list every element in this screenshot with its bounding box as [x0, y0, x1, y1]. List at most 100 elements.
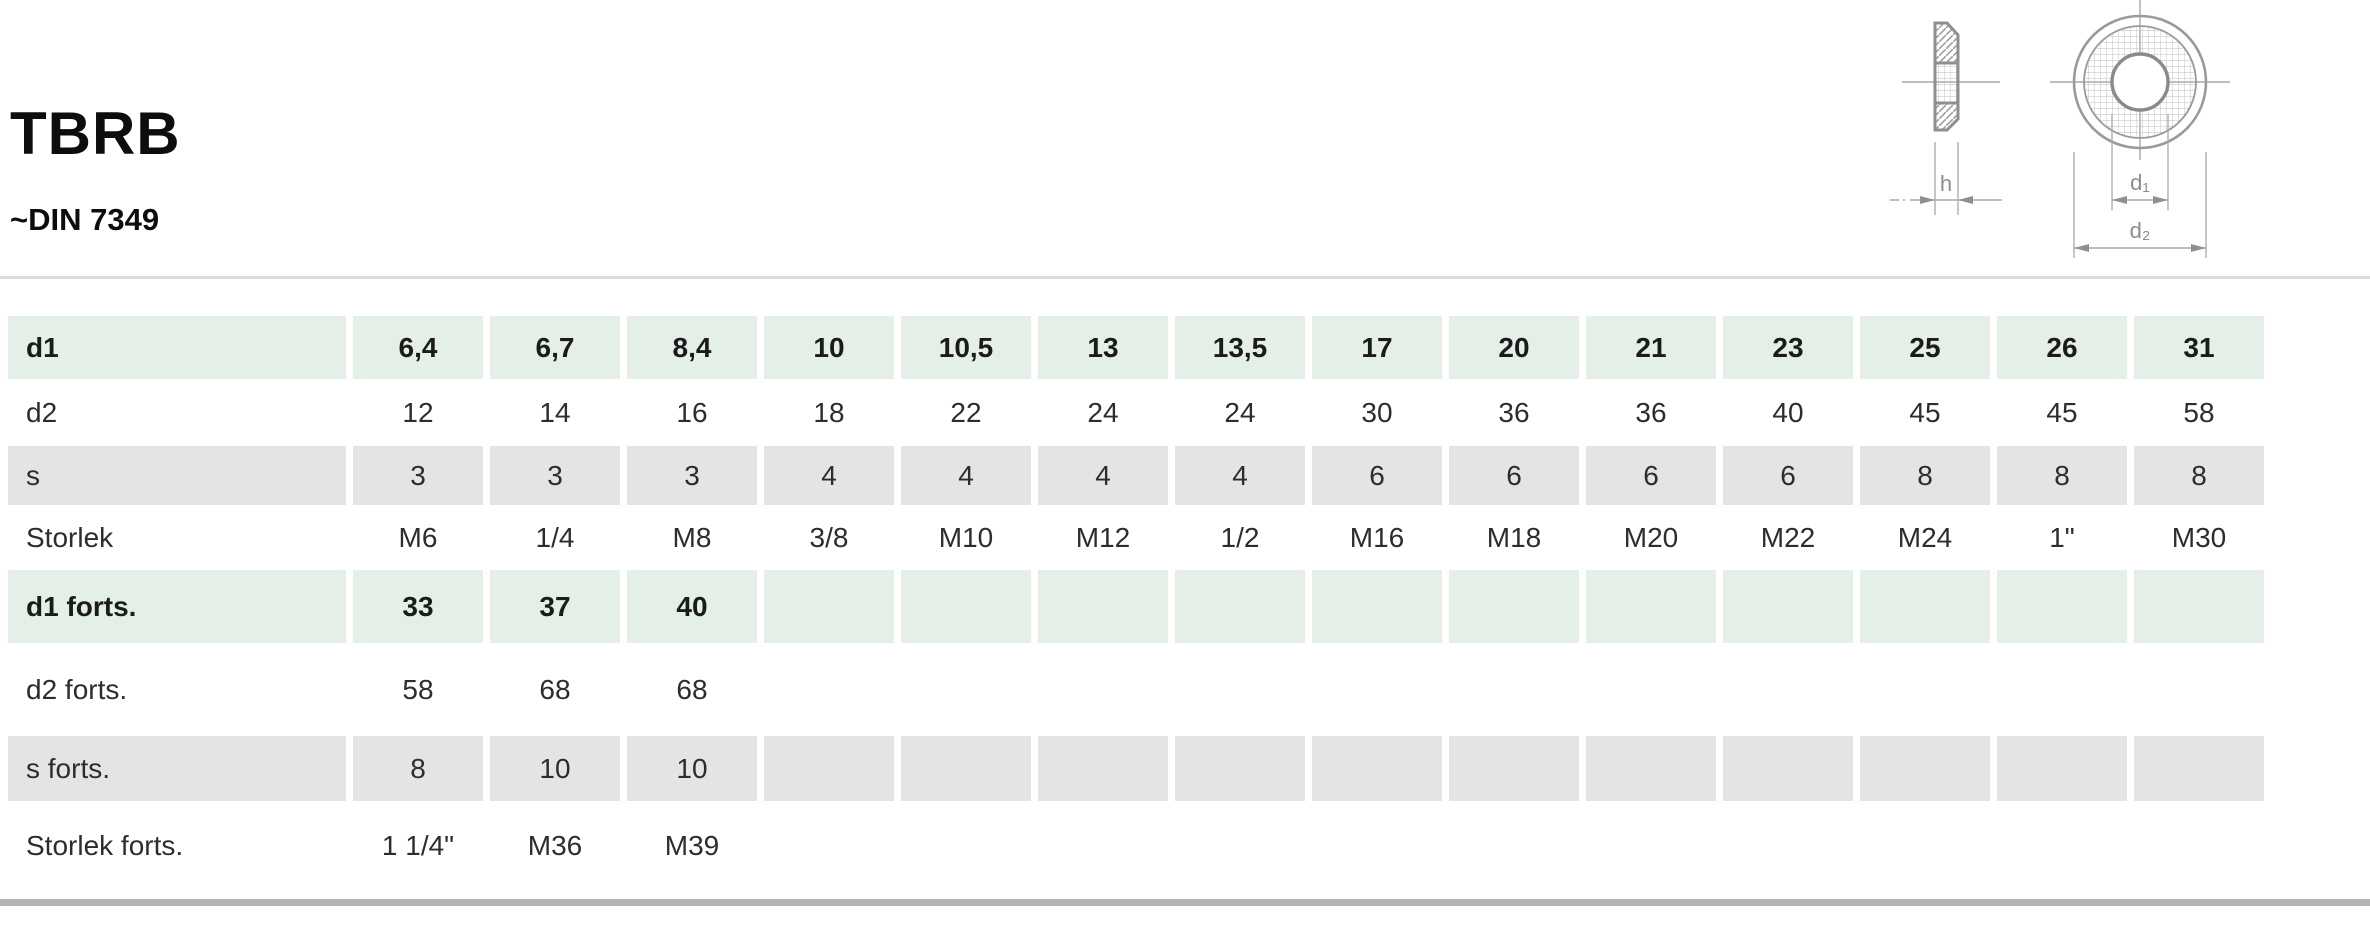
cell-value — [1586, 643, 1716, 736]
cell-value: M39 — [627, 801, 757, 890]
cell-value: 3 — [627, 446, 757, 505]
cell-value: 8 — [353, 736, 483, 801]
cell-value: M12 — [1038, 505, 1168, 570]
cell-value — [2134, 643, 2264, 736]
cell-value — [1038, 736, 1168, 801]
cell-value: 23 — [1723, 316, 1853, 379]
cell-value: 6,4 — [353, 316, 483, 379]
bottom-divider-bar — [0, 899, 2370, 906]
cell-value: 13,5 — [1175, 316, 1305, 379]
row-label: Storlek forts. — [8, 801, 346, 890]
cell-value: M6 — [353, 505, 483, 570]
spec-table-body: d1 6,4 6,7 8,4 10 10,5 13 13,5 17 20 21 23 25 26 31 d2 1… — [8, 316, 2264, 890]
row-label: d1 forts. — [8, 570, 346, 643]
cell-value: M20 — [1586, 505, 1716, 570]
cell-value: 10 — [627, 736, 757, 801]
table-row: d2 12 14 16 18 22 24 24 30 36 36 40 45 45 58 — [8, 379, 2264, 446]
cell-value: M16 — [1312, 505, 1442, 570]
cell-value: 68 — [627, 643, 757, 736]
table-row: d1 forts. 33 37 40 — [8, 570, 2264, 643]
table-row: s forts. 8 10 10 — [8, 736, 2264, 801]
cell-value — [1997, 570, 2127, 643]
cell-value — [901, 736, 1031, 801]
cell-value: 3 — [353, 446, 483, 505]
cell-value — [764, 643, 894, 736]
cell-value: 22 — [901, 379, 1031, 446]
d2-dimension-label: d₂ — [2130, 218, 2151, 243]
cell-value: 1 1/4" — [353, 801, 483, 890]
cell-value: 25 — [1860, 316, 1990, 379]
row-label: d2 forts. — [8, 643, 346, 736]
cell-value — [1038, 801, 1168, 890]
washer-technical-drawing: h d₁ d₂ — [1890, 0, 2230, 258]
cell-value — [1997, 801, 2127, 890]
standard-label: ~DIN 7349 — [10, 202, 160, 237]
cell-value — [2134, 736, 2264, 801]
cell-value — [1175, 801, 1305, 890]
cell-value: 4 — [1038, 446, 1168, 505]
table-row: Storlek M6 1/4 M8 3/8 M10 M12 1/2 M16 M18 M20 M22 M2… — [8, 505, 2264, 570]
cell-value — [764, 570, 894, 643]
cell-value: 18 — [764, 379, 894, 446]
spec-table: d1 6,4 6,7 8,4 10 10,5 13 13,5 17 20 21 23 25 26 31 d2 1… — [1, 316, 2271, 890]
cell-value — [764, 801, 894, 890]
cell-value: 13 — [1038, 316, 1168, 379]
cell-value — [1586, 736, 1716, 801]
table-row: d2 forts. 58 68 68 — [8, 643, 2264, 736]
row-label: d2 — [8, 379, 346, 446]
cell-value: 10,5 — [901, 316, 1031, 379]
cell-value — [901, 643, 1031, 736]
cell-value: 8 — [1860, 446, 1990, 505]
cell-value: M10 — [901, 505, 1031, 570]
cell-value: 45 — [1997, 379, 2127, 446]
cell-value — [764, 736, 894, 801]
cell-value: 4 — [1175, 446, 1305, 505]
cell-value: 8 — [2134, 446, 2264, 505]
cell-value — [1997, 736, 2127, 801]
cell-value: 17 — [1312, 316, 1442, 379]
cell-value — [1038, 570, 1168, 643]
cell-value: 6 — [1312, 446, 1442, 505]
cell-value — [1312, 801, 1442, 890]
cell-value: 1/2 — [1175, 505, 1305, 570]
cell-value: M30 — [2134, 505, 2264, 570]
cell-value: 4 — [764, 446, 894, 505]
cell-value: 6 — [1449, 446, 1579, 505]
cell-value: 10 — [490, 736, 620, 801]
cell-value: 6,7 — [490, 316, 620, 379]
row-label: s — [8, 446, 346, 505]
cell-value — [1723, 570, 1853, 643]
cell-value: 30 — [1312, 379, 1442, 446]
cell-value — [1860, 801, 1990, 890]
cell-value: 40 — [627, 570, 757, 643]
page-title: TBRB — [10, 100, 181, 167]
cell-value: 26 — [1997, 316, 2127, 379]
cell-value — [1586, 570, 1716, 643]
cell-value — [2134, 801, 2264, 890]
cell-value: 33 — [353, 570, 483, 643]
table-row: d1 6,4 6,7 8,4 10 10,5 13 13,5 17 20 21 23 25 26 31 — [8, 316, 2264, 379]
cell-value: 8,4 — [627, 316, 757, 379]
cell-value: 37 — [490, 570, 620, 643]
d1-dimension-label: d₁ — [2130, 170, 2150, 195]
cell-value: 14 — [490, 379, 620, 446]
cell-value: 3 — [490, 446, 620, 505]
cell-value: M8 — [627, 505, 757, 570]
cell-value — [1723, 736, 1853, 801]
cell-value — [1175, 570, 1305, 643]
cell-value: 16 — [627, 379, 757, 446]
cell-value — [1175, 643, 1305, 736]
cell-value: 8 — [1997, 446, 2127, 505]
row-label: Storlek — [8, 505, 346, 570]
header-divider — [0, 276, 2370, 279]
cell-value — [1312, 570, 1442, 643]
washer-side-view: h — [1890, 21, 2002, 215]
cell-value: 6 — [1723, 446, 1853, 505]
cell-value: 12 — [353, 379, 483, 446]
cell-value: 4 — [901, 446, 1031, 505]
cell-value — [901, 801, 1031, 890]
cell-value — [1038, 643, 1168, 736]
row-label: s forts. — [8, 736, 346, 801]
row-label: d1 — [8, 316, 346, 379]
